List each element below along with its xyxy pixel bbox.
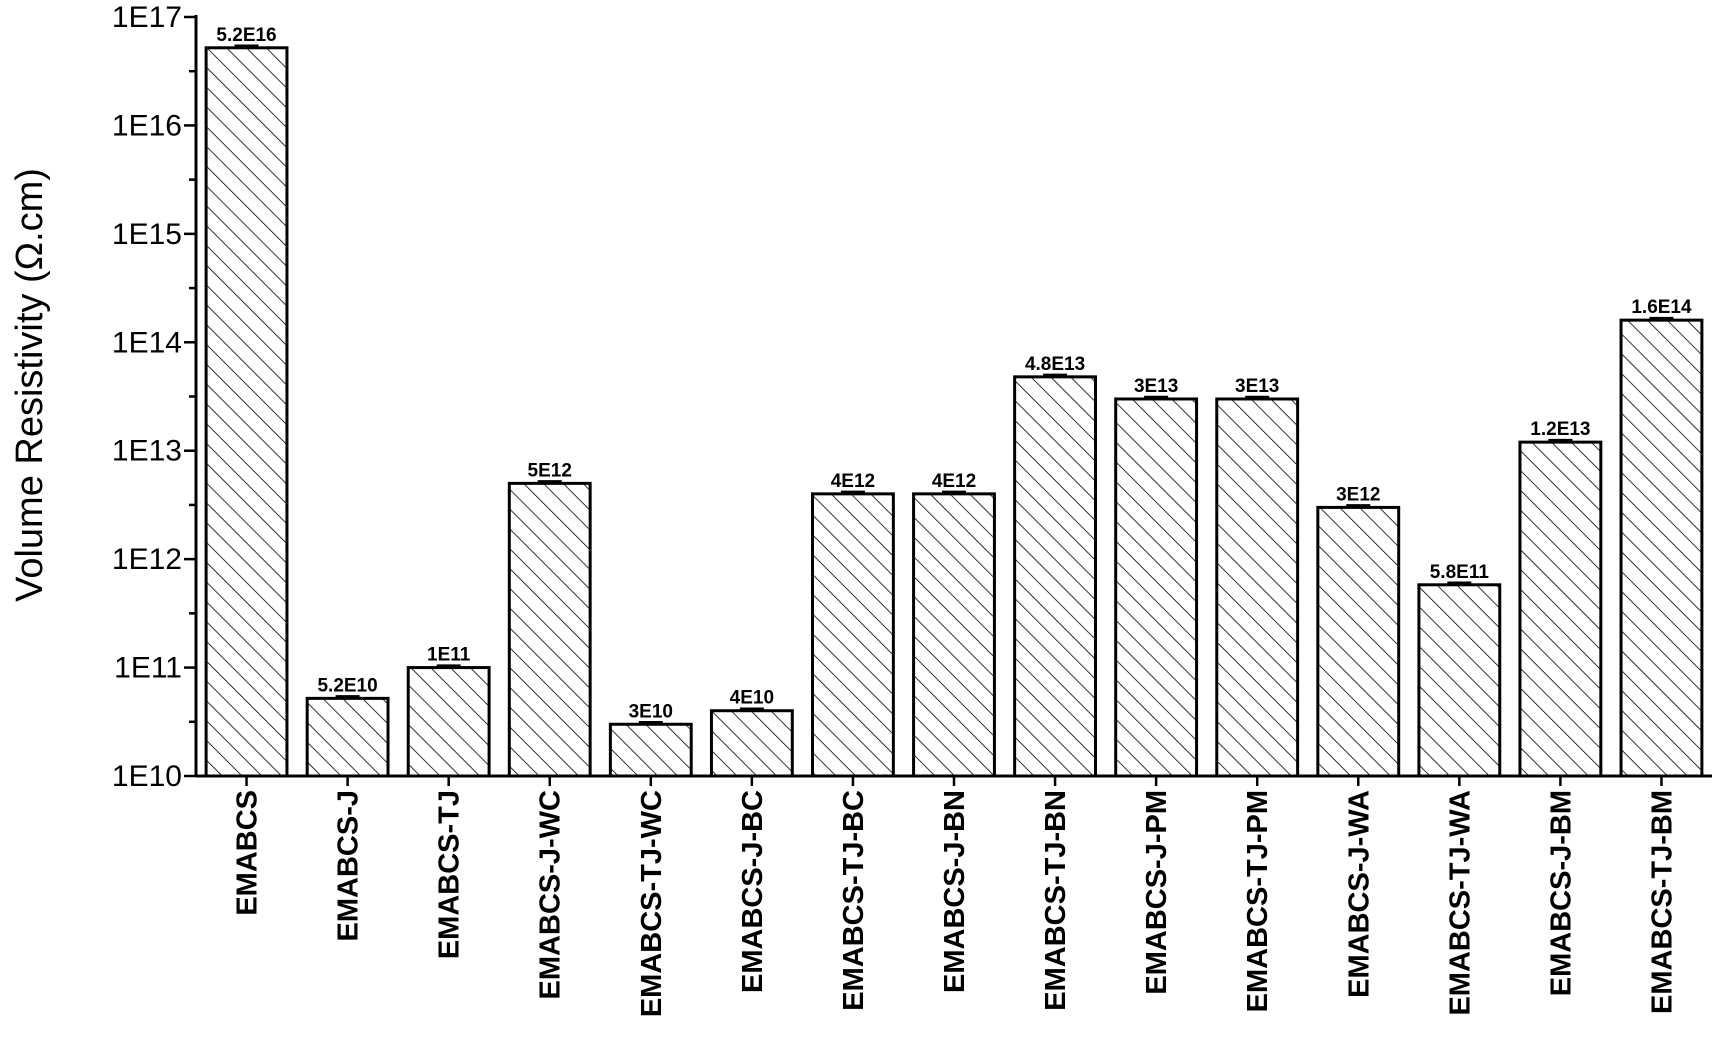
y-tick-label: 1E13	[112, 435, 182, 468]
x-tick-label: EMABCS-TJ-WC	[636, 790, 668, 1017]
x-tick-label: EMABCS-TJ-BC	[838, 790, 870, 1011]
x-tick-label: EMABCS-J-PM	[1141, 790, 1173, 995]
bar	[406, 666, 491, 778]
y-tick-label: 1E12	[112, 543, 182, 576]
y-tick-label: 1E10	[112, 760, 182, 793]
y-tick-label: 1E17	[112, 1, 182, 34]
data-label: 5E12	[528, 460, 572, 481]
bar	[204, 46, 289, 778]
bar	[608, 722, 693, 778]
bar	[1417, 583, 1502, 778]
data-label: 1.6E14	[1631, 297, 1692, 318]
data-label: 4E12	[831, 471, 875, 492]
y-tick-label: 1E15	[112, 218, 182, 251]
bar	[709, 709, 794, 778]
x-tick-label: EMABCS-TJ-PM	[1242, 790, 1274, 1012]
data-labels: 5.2E16 5.2E10 1E11 5E12 3E10 4E10 4E12 4E12 4.8E…	[216, 25, 1692, 722]
bar	[1114, 397, 1199, 778]
y-tick-label: 1E11	[114, 652, 182, 685]
data-label: 5.2E10	[317, 675, 377, 696]
x-tick-label: EMABCS-J-BC	[737, 790, 769, 993]
x-tick-label: EMABCS-TJ	[434, 790, 466, 959]
data-label: 3E10	[629, 701, 673, 722]
data-label: 5.8E11	[1430, 562, 1490, 583]
data-label: 1E11	[427, 645, 471, 666]
bar	[1518, 440, 1603, 778]
data-label: 4.8E13	[1025, 354, 1085, 375]
x-axis: EMABCS EMABCS-J EMABCS-TJ EMABCS-J-WC EMABCS…	[196, 774, 1712, 1017]
data-label: 3E13	[1235, 376, 1279, 397]
bar	[507, 481, 592, 778]
data-label: 4E12	[932, 471, 976, 492]
bar	[1013, 375, 1097, 778]
x-tick-label: EMABCS-TJ-BM	[1646, 790, 1678, 1014]
bar	[1215, 397, 1300, 778]
x-tick-label: EMABCS-J-BM	[1545, 790, 1577, 996]
data-label: 1.2E13	[1530, 419, 1590, 440]
x-tick-label: EMABCS-J-WC	[535, 790, 567, 999]
x-tick-label: EMABCS-J	[333, 790, 365, 941]
data-label: 3E13	[1134, 376, 1178, 397]
data-label: 4E10	[730, 688, 774, 709]
bars	[204, 44, 1704, 778]
x-tick-label: EMABCS-J-WA	[1343, 790, 1375, 998]
x-tick-label: EMABCS-J-BN	[939, 790, 971, 993]
y-tick-label: 1E16	[112, 109, 182, 142]
y-axis: 1E10 1E11 1E12 1E13 1E14 1E15 1E16 1E17	[112, 1, 198, 793]
x-tick-label: EMABCS-TJ-WA	[1444, 790, 1476, 1016]
x-tick-label: EMABCS-TJ-BN	[1040, 790, 1072, 1011]
bar	[1619, 318, 1704, 778]
y-axis-title: Volume Resistivity (Ω.cm)	[9, 168, 51, 602]
bar	[305, 696, 390, 778]
x-tick-label: EMABCS	[232, 790, 264, 916]
bar	[912, 492, 996, 778]
data-label: 5.2E16	[216, 25, 276, 46]
data-label: 3E12	[1336, 484, 1380, 505]
bar	[811, 492, 895, 778]
bar	[1316, 505, 1401, 778]
y-tick-label: 1E14	[112, 326, 182, 359]
